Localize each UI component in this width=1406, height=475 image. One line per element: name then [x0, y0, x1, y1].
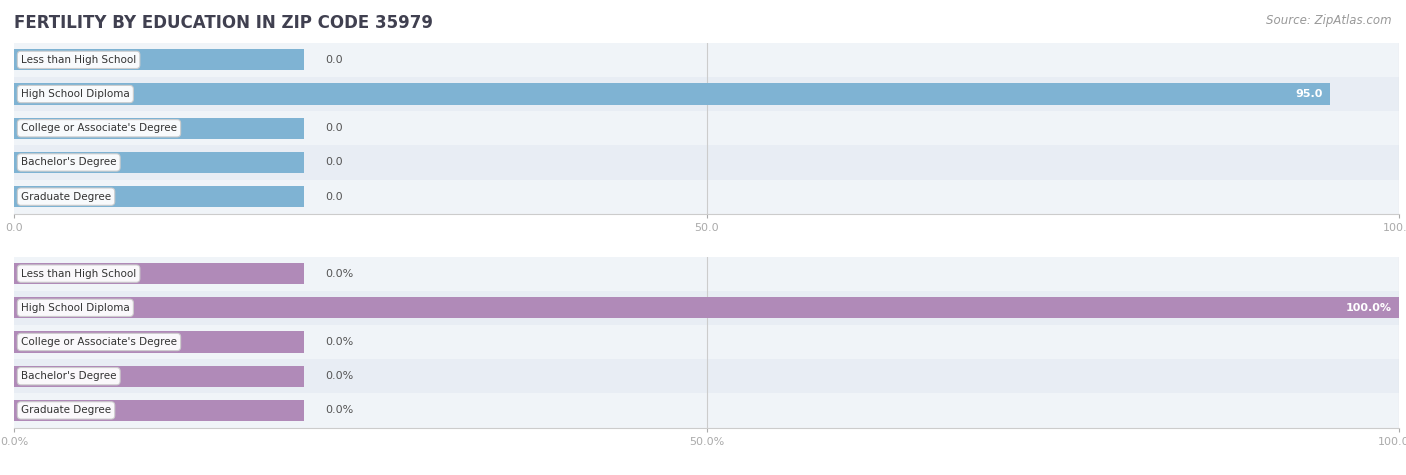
- Bar: [14, 332, 304, 352]
- Bar: [14, 49, 304, 70]
- Text: Less than High School: Less than High School: [21, 55, 136, 65]
- Text: 0.0: 0.0: [326, 157, 343, 168]
- Text: High School Diploma: High School Diploma: [21, 89, 129, 99]
- Text: Source: ZipAtlas.com: Source: ZipAtlas.com: [1267, 14, 1392, 27]
- Bar: [14, 84, 1330, 104]
- Text: Bachelor's Degree: Bachelor's Degree: [21, 157, 117, 168]
- Text: 0.0%: 0.0%: [326, 268, 354, 279]
- Bar: [14, 291, 1399, 325]
- Bar: [14, 325, 1399, 359]
- Bar: [14, 118, 304, 139]
- Text: Less than High School: Less than High School: [21, 268, 136, 279]
- Bar: [14, 393, 1399, 428]
- Bar: [14, 263, 304, 284]
- Text: College or Associate's Degree: College or Associate's Degree: [21, 123, 177, 133]
- Bar: [14, 297, 1399, 318]
- Bar: [14, 256, 1399, 291]
- Text: 0.0: 0.0: [326, 191, 343, 202]
- Text: FERTILITY BY EDUCATION IN ZIP CODE 35979: FERTILITY BY EDUCATION IN ZIP CODE 35979: [14, 14, 433, 32]
- Text: Graduate Degree: Graduate Degree: [21, 405, 111, 416]
- Text: 0.0%: 0.0%: [326, 371, 354, 381]
- Text: Graduate Degree: Graduate Degree: [21, 191, 111, 202]
- Text: 100.0%: 100.0%: [1346, 303, 1392, 313]
- Text: 95.0: 95.0: [1295, 89, 1323, 99]
- Text: College or Associate's Degree: College or Associate's Degree: [21, 337, 177, 347]
- Text: Bachelor's Degree: Bachelor's Degree: [21, 371, 117, 381]
- Text: 0.0%: 0.0%: [326, 405, 354, 416]
- Text: 0.0: 0.0: [326, 123, 343, 133]
- Text: 0.0%: 0.0%: [326, 337, 354, 347]
- Bar: [14, 152, 304, 173]
- Bar: [14, 111, 1399, 145]
- Bar: [14, 366, 304, 387]
- Bar: [14, 145, 1399, 180]
- Bar: [14, 400, 304, 421]
- Bar: [14, 359, 1399, 393]
- Bar: [14, 180, 1399, 214]
- Text: High School Diploma: High School Diploma: [21, 303, 129, 313]
- Text: 0.0: 0.0: [326, 55, 343, 65]
- Bar: [14, 43, 1399, 77]
- Bar: [14, 186, 304, 207]
- Bar: [14, 77, 1399, 111]
